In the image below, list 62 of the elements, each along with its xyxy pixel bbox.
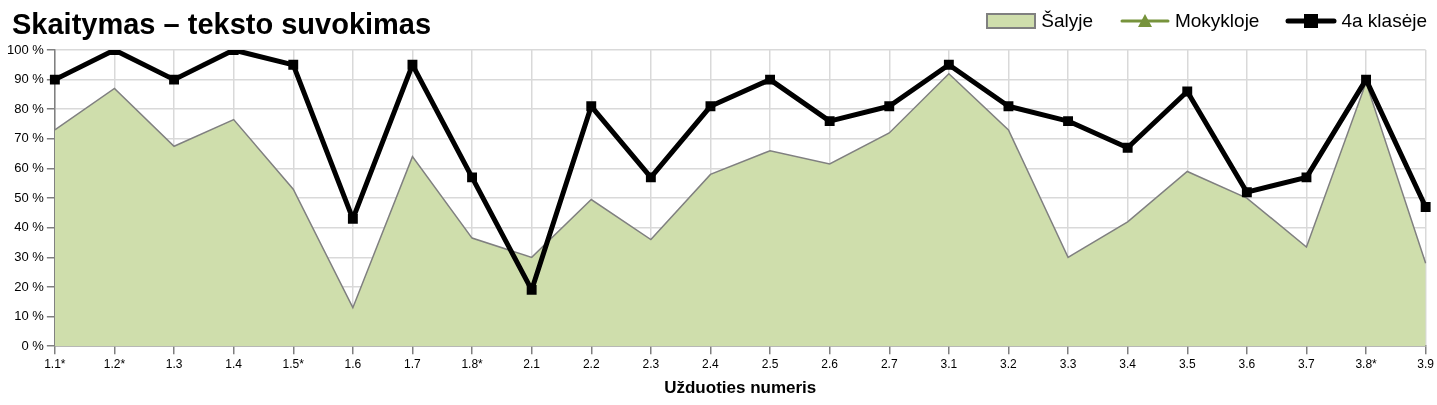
x-tick-label: 3.7 xyxy=(1298,356,1316,371)
x-tick-label: 2.1 xyxy=(523,356,541,371)
chart-title: Skaitymas – teksto suvokimas xyxy=(12,8,432,41)
x-tick-label: 1.5* xyxy=(282,356,305,371)
x-tick-label: 3.6 xyxy=(1238,356,1256,371)
point xyxy=(169,74,180,85)
point xyxy=(1003,101,1014,112)
point xyxy=(1063,116,1074,127)
x-tick-label: 1.1* xyxy=(44,356,66,371)
x-tick-label: 1.7 xyxy=(404,356,422,371)
y-tick-label: 100 % xyxy=(6,41,45,57)
y-tick-label: 20 % xyxy=(14,278,45,294)
x-tick-label: 2.2 xyxy=(582,356,600,371)
point xyxy=(586,101,597,112)
point xyxy=(705,101,716,112)
x-tick-label: 3.5 xyxy=(1178,356,1196,371)
legend-label: Šalyje xyxy=(1041,10,1093,32)
y-tick-label: 70 % xyxy=(14,130,45,146)
x-tick-label: 2.6 xyxy=(821,356,839,371)
y-tick-label: 10 % xyxy=(14,308,45,324)
point xyxy=(884,101,895,112)
point xyxy=(824,116,835,127)
point xyxy=(407,59,418,70)
x-tick-label: 3.1 xyxy=(940,356,958,371)
point xyxy=(1241,187,1252,198)
x-tick-label: 2.3 xyxy=(642,356,660,371)
point xyxy=(526,284,537,295)
x-tick-label: 3.4 xyxy=(1119,356,1137,371)
point xyxy=(1301,172,1312,183)
x-tick-label: 3.8* xyxy=(1355,356,1378,371)
x-tick-label: 3.9 xyxy=(1417,356,1435,371)
x-tick-label: 3.2 xyxy=(1000,356,1018,371)
point xyxy=(49,74,60,85)
point xyxy=(1361,74,1372,85)
y-tick-label: 60 % xyxy=(14,160,45,176)
y-tick-label: 50 % xyxy=(14,189,45,205)
x-tick-label: 1.4 xyxy=(225,356,243,371)
x-tick-label: 2.5 xyxy=(761,356,779,371)
x-tick-label: 1.2* xyxy=(103,356,126,371)
x-axis-title: Užduoties numeris xyxy=(664,378,817,398)
point xyxy=(1420,202,1431,212)
x-tick-label: 1.8* xyxy=(461,356,484,371)
x-tick-label: 3.3 xyxy=(1059,356,1077,371)
y-tick-label: 40 % xyxy=(14,219,45,235)
y-tick-label: 0 % xyxy=(21,337,45,353)
x-tick-label: 2.7 xyxy=(880,356,898,371)
point xyxy=(943,59,954,70)
point xyxy=(1122,142,1133,153)
point xyxy=(1182,86,1193,97)
y-tick-label: 30 % xyxy=(14,248,45,264)
point xyxy=(467,172,478,183)
legend-label: 4a klasėje xyxy=(1341,10,1427,32)
x-tick-label: 1.6 xyxy=(344,356,362,371)
y-tick-label: 90 % xyxy=(14,71,45,87)
point xyxy=(765,74,776,85)
legend-label: Mokykloje xyxy=(1174,10,1260,32)
y-tick-label: 80 % xyxy=(14,100,45,116)
point xyxy=(288,59,299,70)
x-tick-label: 1.3 xyxy=(165,356,183,371)
point xyxy=(645,172,656,183)
point xyxy=(347,213,358,224)
x-tick-label: 2.4 xyxy=(702,356,720,371)
